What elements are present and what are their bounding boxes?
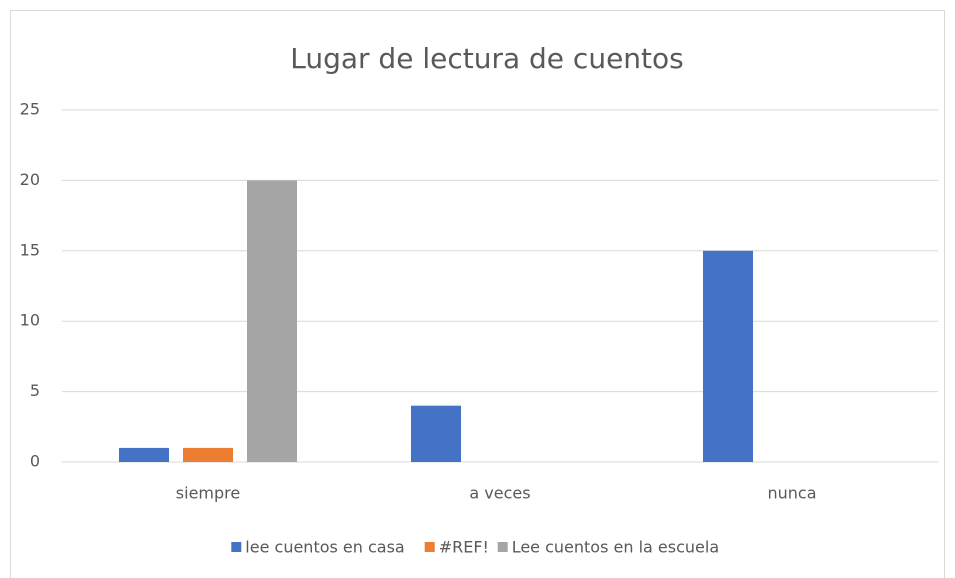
- bar: [411, 405, 461, 462]
- y-tick-label: 20: [20, 170, 40, 189]
- legend-label: Lee cuentos en la escuela: [512, 538, 719, 557]
- bar: [183, 447, 233, 462]
- y-tick-label: 0: [30, 452, 40, 471]
- x-tick-label: a veces: [469, 484, 530, 503]
- y-tick-label: 15: [20, 240, 40, 259]
- x-tick-label: siempre: [176, 484, 240, 503]
- legend-label: #REF!: [439, 538, 489, 557]
- y-tick-label: 10: [20, 311, 40, 330]
- chart-title: Lugar de lectura de cuentos: [290, 42, 684, 75]
- chart-border: [10, 10, 945, 578]
- bar: [703, 250, 753, 462]
- y-tick-label: 5: [30, 381, 40, 400]
- y-tick-label: 25: [20, 100, 40, 119]
- legend-swatch: [231, 542, 242, 552]
- bar: [247, 180, 297, 462]
- x-tick-label: nunca: [767, 484, 816, 503]
- bar: [119, 447, 169, 462]
- legend-swatch: [497, 542, 508, 552]
- legend-swatch: [424, 542, 435, 552]
- legend-label: lee cuentos en casa: [245, 538, 404, 557]
